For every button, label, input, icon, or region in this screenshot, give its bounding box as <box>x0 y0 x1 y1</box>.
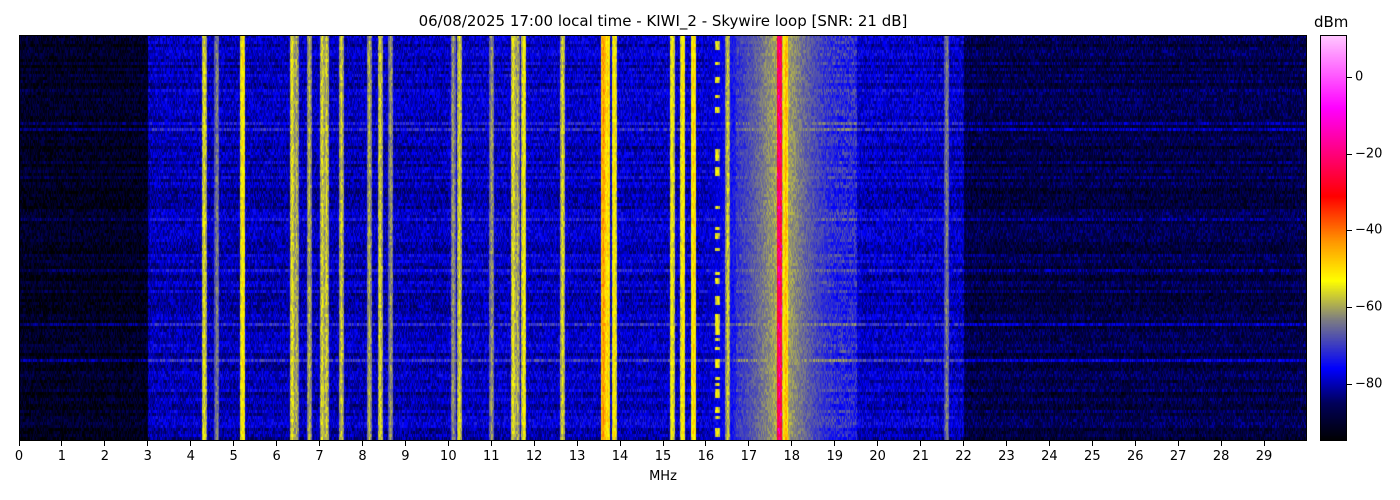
colorbar-frame <box>1320 35 1347 441</box>
x-tick-label: 24 <box>1041 449 1058 464</box>
x-tick <box>619 441 621 446</box>
x-tick <box>147 441 149 446</box>
colorbar-tick-label: −80 <box>1355 376 1383 392</box>
x-tick-label: 17 <box>740 449 758 464</box>
colorbar <box>1320 35 1347 441</box>
x-tick-label: 29 <box>1255 449 1273 464</box>
x-tick-label: 12 <box>525 449 543 464</box>
x-tick <box>447 441 449 446</box>
x-tick-label: 7 <box>315 449 324 464</box>
colorbar-tick-label: −60 <box>1355 299 1383 315</box>
x-tick <box>877 441 879 446</box>
plot-frame <box>19 35 1307 441</box>
x-tick <box>319 441 321 446</box>
x-tick <box>1263 441 1265 446</box>
x-tick-label: 26 <box>1126 449 1144 464</box>
x-tick <box>1005 441 1007 446</box>
x-tick-label: 16 <box>697 449 715 464</box>
x-tick-label: 20 <box>869 449 886 464</box>
colorbar-tick <box>1347 383 1352 385</box>
x-tick-label: 2 <box>100 449 109 464</box>
x-tick <box>1177 441 1179 446</box>
x-tick-label: 5 <box>229 449 238 464</box>
x-tick-label: 25 <box>1084 449 1101 464</box>
x-tick-label: 22 <box>955 449 972 464</box>
x-tick <box>404 441 406 446</box>
colorbar-tick <box>1347 230 1352 232</box>
x-tick <box>361 441 363 446</box>
colorbar-label: dBm <box>1314 13 1349 31</box>
x-tick <box>1091 441 1093 446</box>
x-tick-label: 21 <box>912 449 929 464</box>
x-tick <box>104 441 106 446</box>
x-tick-label: 15 <box>654 449 672 464</box>
colorbar-tick-label: −20 <box>1355 146 1383 162</box>
x-tick <box>705 441 707 446</box>
x-tick-label: 9 <box>401 449 410 464</box>
x-tick-label: 4 <box>186 449 195 464</box>
x-tick <box>1048 441 1050 446</box>
x-tick <box>61 441 63 446</box>
waterfall-heatmap <box>19 35 1307 441</box>
x-tick-label: 23 <box>998 449 1015 464</box>
chart-title: 06/08/2025 17:00 local time - KIWI_2 - S… <box>418 12 908 30</box>
x-tick <box>662 441 664 446</box>
x-tick <box>276 441 278 446</box>
x-tick <box>920 441 922 446</box>
colorbar-tick-label: 0 <box>1355 69 1364 85</box>
x-tick <box>1134 441 1136 446</box>
x-tick-label: 19 <box>826 449 843 464</box>
colorbar-tick-label: −40 <box>1355 222 1383 238</box>
colorbar-tick <box>1347 77 1352 79</box>
x-tick-label: 8 <box>358 449 367 464</box>
x-tick-label: 18 <box>783 449 801 464</box>
x-tick <box>18 441 20 446</box>
x-tick-label: 13 <box>568 449 586 464</box>
x-tick <box>190 441 192 446</box>
x-tick-label: 6 <box>272 449 281 464</box>
x-tick-label: 27 <box>1169 449 1187 464</box>
x-tick-label: 3 <box>143 449 152 464</box>
colorbar-tick <box>1347 306 1352 308</box>
x-tick <box>533 441 535 446</box>
x-axis-label: MHz <box>649 469 677 484</box>
x-tick <box>834 441 836 446</box>
x-tick <box>233 441 235 446</box>
x-tick-label: 10 <box>440 449 457 464</box>
x-tick-label: 28 <box>1212 449 1230 464</box>
x-tick-label: 0 <box>14 449 24 464</box>
x-tick <box>963 441 965 446</box>
x-tick <box>748 441 750 446</box>
colorbar-tick <box>1347 153 1352 155</box>
x-tick <box>576 441 578 446</box>
x-tick <box>490 441 492 446</box>
x-tick-label: 1 <box>57 449 67 464</box>
x-tick <box>1220 441 1222 446</box>
x-tick <box>791 441 793 446</box>
x-tick-label: 11 <box>482 449 500 464</box>
x-tick-label: 14 <box>611 449 629 464</box>
